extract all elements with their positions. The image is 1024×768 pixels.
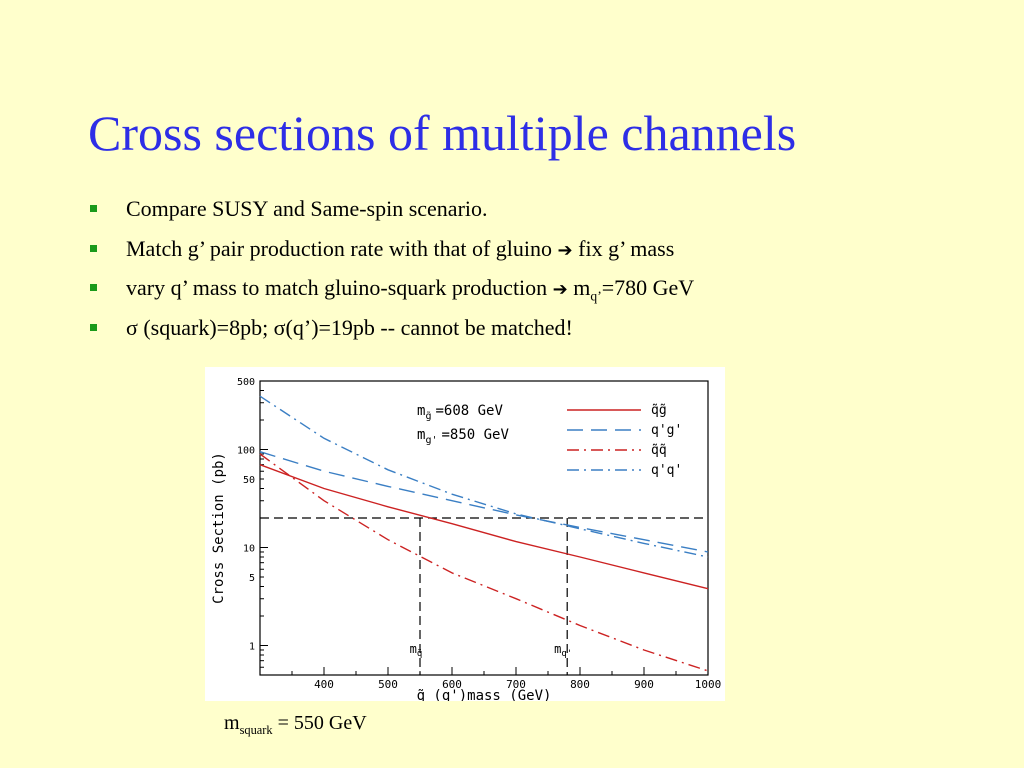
x-tick-label: 800 [570,678,590,691]
y-tick-label: 5 [249,573,255,584]
bullet-subscript: q’ [590,288,602,304]
bullet-item: Match g’ pair production rate with that … [88,236,694,276]
x-tick-label: 700 [506,678,526,691]
bullet-marker [90,244,97,252]
bullet-item: σ (squark)=8pb; σ(q’)=19pb -- cannot be … [88,315,694,355]
legend-label: q̃q̃ [651,443,667,458]
y-tick-label: 500 [237,377,255,388]
y-tick-label: 100 [237,445,255,456]
legend-label: q'g' [651,423,682,438]
bullet-text: Match g’ pair production rate with that … [126,235,558,261]
caption-m: m [224,712,240,734]
caption-subscript: squark [239,723,273,737]
right-arrow-icon: ➔ [552,279,568,300]
legend-parameter-value: =608 GeV [435,403,503,419]
legend-parameter-sub: g̃ [425,410,431,422]
x-tick-label: 400 [314,678,334,691]
y-tick-label: 10 [243,543,255,554]
plot-frame [259,380,709,676]
bullet-list: Compare SUSY and Same-spin scenario. Mat… [88,196,694,354]
reference-line-label-sub: q̃ [417,649,422,659]
legend-parameter: mg' =850 GeV [417,427,509,446]
series-line [259,453,709,672]
legend-parameter: mg̃ =608 GeV [417,403,503,422]
slide-title: Cross sections of multiple channels [88,105,797,161]
legend-parameter-sym: m [417,403,425,419]
legend-parameter-sym: m [417,427,425,443]
legend-parameter-sub: g' [425,435,437,446]
right-arrow-icon: ➔ [557,239,573,261]
series-line [259,464,709,590]
legend-label: q'q' [651,463,682,478]
x-tick-label: 1000 [695,678,722,691]
bullet-marker [90,205,97,212]
y-tick-label: 50 [243,475,255,486]
bullet-item: Compare SUSY and Same-spin scenario. [88,196,694,236]
bullet-item: vary q’ mass to match gluino-squark prod… [88,275,694,315]
chart-svg: 1 5 10 50 100 500 400 500 600 700 800 900 1000 q̃ (q'… [211,377,722,704]
bullet-text-m: m [567,275,591,300]
bullet-text: Compare SUSY and Same-spin scenario. [126,196,488,221]
caption: msquark = 550 GeV [224,712,367,738]
reference-line-label-sym: m [554,642,561,656]
bullet-text: σ (squark)=8pb; σ(q’)=19pb -- cannot be … [126,314,573,340]
y-tick-label: 1 [249,641,255,652]
bullet-marker [90,284,97,291]
reference-line-label: mq' [554,642,572,659]
reference-line-label-sub: q' [561,649,572,659]
legend-label: q̃g̃ [651,403,667,418]
bullet-text: vary q’ mass to match gluino-squark prod… [126,275,553,300]
bullet-marker [90,323,97,331]
x-tick-label: 900 [634,678,654,691]
x-tick-label: 500 [378,678,398,691]
x-axis-label: q̃ (q')mass (GeV) [417,688,552,701]
series-line [259,395,709,558]
series-line [259,451,709,553]
cross-section-plot: 1 5 10 50 100 500 400 500 600 700 800 900 1000 q̃ (q'… [205,367,725,704]
legend-parameter-value: =850 GeV [441,427,509,443]
y-axis-label: Cross Section (pb) [211,452,227,604]
reference-line-label: mq̃ [410,642,423,659]
caption-value: = 550 GeV [272,712,367,734]
reference-line-label-sym: m [410,642,417,656]
bullet-text-tail: fix g’ mass [572,235,675,261]
x-tick-label: 600 [442,678,462,691]
bullet-text-tail: =780 GeV [601,275,695,300]
